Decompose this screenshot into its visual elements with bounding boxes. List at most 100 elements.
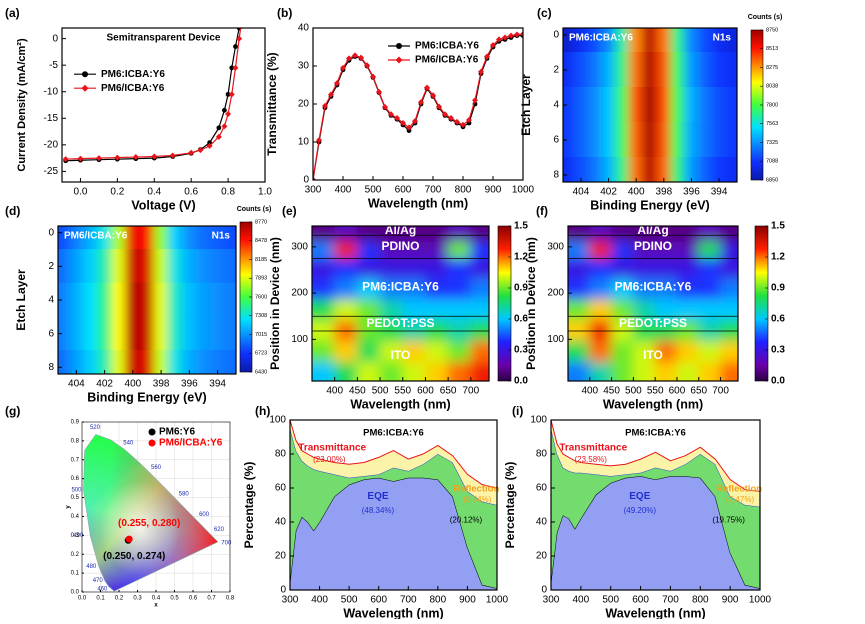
heat-cell xyxy=(614,122,630,158)
y-tick-label: 0.4 xyxy=(71,514,80,520)
heat-cell xyxy=(589,298,613,321)
area-label: (48.34%) xyxy=(362,506,395,515)
marker xyxy=(229,65,235,71)
heat-cell xyxy=(125,316,141,351)
colorbar-tick-label: 7325 xyxy=(766,140,778,146)
y-axis-label: Position in Device (nm) xyxy=(268,237,282,370)
heat-cell xyxy=(628,157,644,182)
y-tick-label: 10 xyxy=(298,137,310,148)
area-edge xyxy=(551,420,760,492)
panel: PM6:ICBA:Y6 N1s68507088732575637800803882… xyxy=(519,6,782,212)
marker xyxy=(233,44,238,49)
x-tick-label: 800 xyxy=(692,595,709,606)
heat-cell xyxy=(563,87,575,123)
legend-marker xyxy=(148,428,156,436)
heat-cell xyxy=(614,28,630,53)
heat-cell xyxy=(568,319,591,342)
panel-label: (g) xyxy=(5,404,20,418)
heat-cell xyxy=(573,87,589,123)
plot-area xyxy=(82,422,230,592)
y-tick-label: 20 xyxy=(275,551,287,562)
heat-cell xyxy=(58,249,70,284)
heat-cell xyxy=(563,122,575,158)
y-tick-label: 0.1 xyxy=(71,571,80,577)
heat-cell xyxy=(601,122,616,158)
marker xyxy=(114,154,121,161)
heat-cell xyxy=(656,122,672,158)
heat-cell xyxy=(424,319,449,342)
heat-cell xyxy=(684,157,699,182)
heat-cell xyxy=(587,87,603,123)
x-tick-label: 0.5 xyxy=(170,596,179,602)
x-tick-label: 650 xyxy=(690,386,707,397)
marker xyxy=(412,118,418,125)
x-tick-label: 400 xyxy=(573,595,590,606)
colorbar-title: Counts (s) xyxy=(237,206,272,213)
heat-cell xyxy=(725,122,737,158)
y-tick-label: 8 xyxy=(553,170,559,181)
heat-cell xyxy=(568,340,591,362)
heat-cell xyxy=(312,226,336,242)
marker xyxy=(466,120,472,126)
x-tick-label: 398 xyxy=(153,379,170,390)
heat-cell xyxy=(642,157,658,182)
heat-cell xyxy=(654,360,678,381)
marker xyxy=(188,149,195,156)
layer-label: Al/Ag xyxy=(637,223,668,237)
y-axis-label: Position in Device (nm) xyxy=(524,237,538,370)
panel-label: (d) xyxy=(5,204,20,218)
y-tick-label: 20 xyxy=(536,551,548,562)
gamut-fill xyxy=(83,434,218,592)
heat-cell xyxy=(573,52,589,88)
heat-cell xyxy=(589,340,613,362)
y-tick-label: 2 xyxy=(553,65,559,76)
heat-cell xyxy=(632,340,656,362)
x-tick-label: 550 xyxy=(394,386,411,397)
heat-cell xyxy=(153,349,169,374)
heat-cell xyxy=(447,360,472,381)
x-tick-label: 396 xyxy=(181,379,198,390)
x-tick-label: 800 xyxy=(455,185,472,196)
x-tick-label: 650 xyxy=(440,386,457,397)
y-tick-label: 0 xyxy=(553,30,559,41)
heat-cell xyxy=(611,298,634,321)
y-tick-label: 8 xyxy=(48,362,54,373)
x-tick-label: 402 xyxy=(600,187,617,198)
heat-cell xyxy=(642,52,658,88)
x-tick-label: 0.2 xyxy=(110,187,124,198)
layer-label: PEDOT:PSS xyxy=(619,316,687,330)
heat-cell xyxy=(632,277,656,300)
legend-marker xyxy=(395,56,403,64)
heat-cell xyxy=(698,298,722,321)
layer-label: Al/Ag xyxy=(385,223,416,237)
heat-cell xyxy=(68,349,84,374)
x-tick-label: 0.0 xyxy=(74,187,88,198)
marker xyxy=(514,31,520,38)
heat-cell xyxy=(711,87,727,123)
heat-cell xyxy=(424,257,449,279)
layer-label: PM6:ICBA:Y6 xyxy=(615,279,692,293)
y-axis-label: Percentage (%) xyxy=(503,462,517,549)
heat-cell xyxy=(711,52,727,88)
heat-cell xyxy=(139,249,155,284)
y-tick-label: 0.2 xyxy=(71,552,80,558)
x-tick-label: 400 xyxy=(326,386,343,397)
locus-label: 520 xyxy=(90,425,101,431)
y-axis-label: Etch Layer xyxy=(14,269,28,331)
y-tick-label: 0 xyxy=(48,227,54,238)
heat-cell xyxy=(601,28,616,53)
point-label: (0.250, 0.274) xyxy=(103,551,165,562)
layer-label: PM6:ICBA:Y6 xyxy=(362,279,439,293)
plot-frame xyxy=(61,27,266,183)
heat-cell xyxy=(720,226,738,242)
y-tick-label: 6 xyxy=(553,135,559,146)
y-tick-label: -10 xyxy=(44,86,59,97)
heat-cell xyxy=(312,360,336,381)
colorbar-tick-label: 6850 xyxy=(766,177,778,183)
x-tick-label: 500 xyxy=(365,185,382,196)
legend-marker xyxy=(81,84,89,92)
x-tick-label: 400 xyxy=(335,185,352,196)
y-axis-label: Etch Layer xyxy=(519,74,533,136)
colorbar-tick-label: 7088 xyxy=(766,159,778,165)
heatmap-cells xyxy=(312,226,489,381)
